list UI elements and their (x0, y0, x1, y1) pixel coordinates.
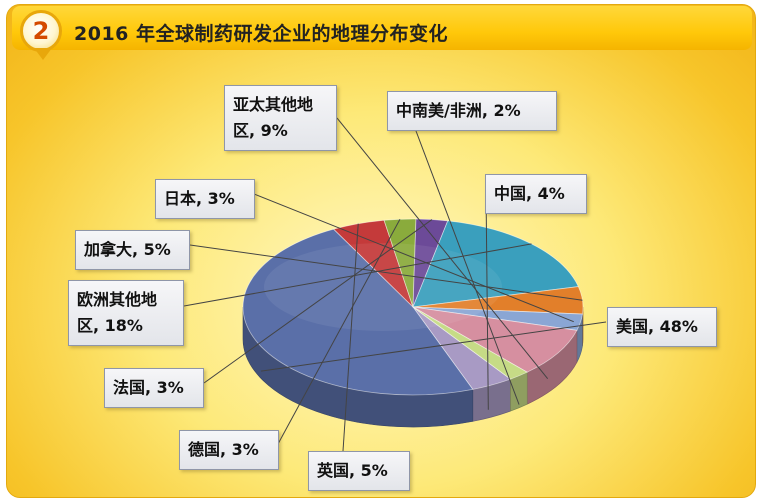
callout-label-germany: 德国, 3% (179, 430, 279, 470)
callout-line: 英国, 5% (317, 461, 388, 480)
callout-label-usa: 美国, 48% (607, 307, 717, 347)
callout-label-japan: 日本, 3% (155, 179, 255, 219)
leader-line-8 (277, 219, 401, 445)
callout-label-china: 中国, 4% (485, 174, 587, 214)
callout-line: 法国, 3% (113, 378, 184, 397)
callout-line: 德国, 3% (188, 440, 259, 459)
pie-slice--2--9 (412, 306, 529, 380)
chart-title: 2016 年全球制药研发企业的地理分布变化 (74, 23, 448, 45)
callout-label-europe-other: 欧洲其他地 区, 18% (68, 280, 184, 346)
callout-line: 亚太其他地 (233, 95, 314, 114)
badge-pointer-icon (34, 48, 52, 60)
callout-label-france: 法国, 3% (104, 368, 204, 408)
leader-lines (183, 117, 607, 452)
leader-line-1 (412, 122, 520, 405)
leader-line-5 (183, 243, 532, 307)
leader-line-3 (485, 188, 489, 410)
pie-top-layer (242, 218, 584, 396)
callout-label-latam-africa: 中南美/非洲, 2% (387, 91, 557, 131)
leader-line-7 (203, 219, 433, 384)
title-bar: 2 2016 年全球制药研发企业的地理分布变化 (12, 6, 752, 60)
callout-line: 中南美/非洲, 2% (396, 101, 521, 120)
pie-highlight (264, 243, 502, 331)
callout-line: 美国, 48% (616, 317, 698, 336)
leader-line-2 (253, 193, 574, 323)
leader-line-9 (342, 223, 359, 452)
callout-label-canada: 加拿大, 5% (75, 230, 190, 270)
callout-label-asia-pacific-other: 亚太其他地 区, 9% (224, 85, 337, 151)
callout-line: 区, 9% (233, 121, 288, 140)
callout-line: 中国, 4% (494, 184, 565, 203)
callout-label-uk: 英国, 5% (308, 451, 410, 491)
pie-slice--48--1 (242, 228, 474, 396)
leader-line-6 (260, 321, 607, 372)
callout-line: 欧洲其他地 (77, 290, 158, 309)
callout-line: 区, 18% (77, 316, 143, 335)
leader-line-4 (189, 244, 583, 301)
callout-line: 日本, 3% (164, 189, 235, 208)
callout-line: 加拿大, 5% (84, 240, 171, 259)
